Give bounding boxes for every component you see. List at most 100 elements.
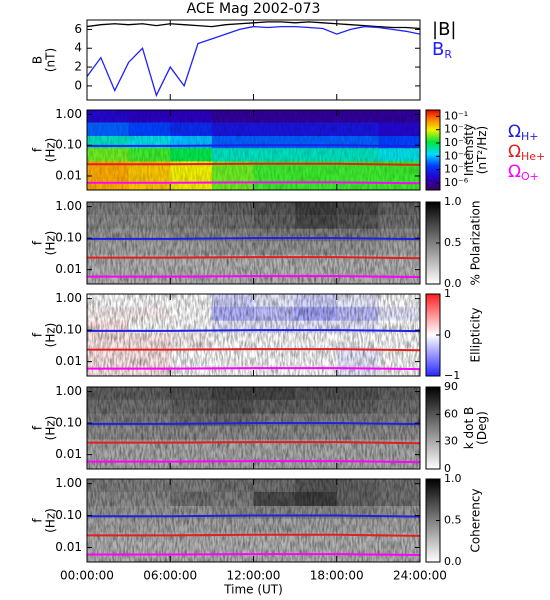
series-line [87,162,420,166]
series-line [87,256,420,260]
x-tick-label: 24:00:00 [393,569,447,583]
legend-name: Ω [508,142,521,162]
y-tick-label: 0.10 [55,231,82,245]
x-tick-label: 06:00:00 [143,569,197,583]
y-tick-label: 6 [74,22,82,36]
colorbar-tick-label: 1 [444,287,451,300]
y-tick-label: 4 [74,41,82,55]
panel [87,387,420,469]
y-tick-label: 0.01 [55,262,82,276]
legend-entry: ΩH+ [508,122,539,143]
colorbar-tick-label: 1.0 [444,472,462,485]
colorbar [425,109,441,191]
legend-entry: |B| [432,19,456,40]
legend-sub: O+ [521,170,539,183]
colorbar-tick-label: 0.5 [444,236,462,249]
legend-name: Ω [508,122,521,142]
series-line [87,144,420,148]
y-axis-label: f [31,240,45,245]
y-tick-label: 1.00 [55,384,82,398]
colorbar-tick-label: 90 [444,380,458,393]
colorbar-label: k dot B [462,407,476,449]
colorbar-tick-label: 10⁻⁵ [444,163,468,176]
texture [87,202,420,284]
series-line [87,275,420,279]
texture [87,387,420,469]
legend-name: Ω [508,162,521,182]
series-line [87,553,420,557]
y-tick-label: 0.10 [55,138,82,152]
series-line [87,237,420,241]
colorbar-label: % Polarization [469,201,483,286]
y-tick-label: 0.01 [55,168,82,182]
legend-entry: ΩHe+ [508,142,545,163]
legend-sub: R [444,48,452,61]
colorbar-tick-label: 0.0 [444,277,462,290]
y-axis-label: f [31,518,45,523]
series-line [87,460,420,464]
x-tick-label: 12:00:00 [227,569,281,583]
series-line [87,441,420,445]
legend-entry: ΩO+ [508,162,539,183]
series-line [87,25,420,98]
texture [87,110,420,190]
y-axis-label: (Hz) [44,416,58,441]
chart-title: ACE Mag 2002-073 [187,1,321,17]
colorbar-tick-label: 10⁻³ [444,136,468,149]
colorbar-label: (Deg) [475,411,489,445]
y-tick-label: 0.01 [55,447,82,461]
y-tick-label: 0.10 [55,323,82,337]
colorbar-tick-label: 10⁻² [444,123,468,136]
colorbar-label: (nT²/Hz) [475,126,489,174]
colorbar-label: Coherency [469,488,483,552]
colorbar-tick-label: 10⁻⁶ [444,176,469,189]
colorbar [425,386,441,470]
series-line [87,329,420,333]
legend-sub: He+ [521,150,545,163]
colorbar-label: Ellipticity [469,308,483,363]
y-axis-label: (Hz) [44,323,58,348]
texture [87,294,420,376]
y-axis-label: f [31,425,45,430]
y-axis-label: f [31,147,45,152]
y-tick-label: 2 [74,60,82,74]
y-tick-label: 1.00 [55,107,82,121]
panel [87,110,420,190]
legend-name: B [432,39,444,60]
colorbar-tick-label: 60 [444,407,458,420]
colorbar-tick-label: 10⁻⁴ [444,149,469,162]
y-tick-label: 1.00 [55,291,82,305]
colorbar-label: Intensity [462,124,476,176]
colorbar-tick-label: 10⁻¹ [444,109,468,122]
x-tick-label: 18:00:00 [310,569,364,583]
y-tick-label: 0.10 [55,416,82,430]
colorbar-tick-label: 30 [444,435,458,448]
y-axis-label: f [31,332,45,337]
colorbar-tick-label: 0 [444,328,451,341]
frame [86,19,421,101]
colorbar-tick-label: 0.0 [444,555,462,568]
y-tick-label: 0.01 [55,540,82,554]
y-tick-label: 1.00 [55,199,82,213]
series-line [87,181,420,185]
series-line [87,533,420,537]
series-line [87,514,420,518]
y-axis-label: (Hz) [44,508,58,533]
y-axis-label: (Hz) [44,138,58,163]
y-axis-label: (Hz) [44,231,58,256]
x-tick-label: 00:00:00 [60,569,114,583]
colorbar-tick-label: −1 [444,369,460,382]
texture [87,479,420,562]
legend-entry: BR [432,39,452,61]
panel [87,21,420,98]
panel [87,202,420,284]
colorbar-tick-label: 0 [444,462,451,475]
x-axis-label: Time (UT) [223,583,283,597]
colorbar-tick-label: 1.0 [444,195,462,208]
y-tick-label: 0.01 [55,354,82,368]
series-line [87,422,420,426]
y-axis-label: (nT) [44,48,58,72]
y-tick-label: 0.10 [55,508,82,522]
panel [87,294,420,376]
